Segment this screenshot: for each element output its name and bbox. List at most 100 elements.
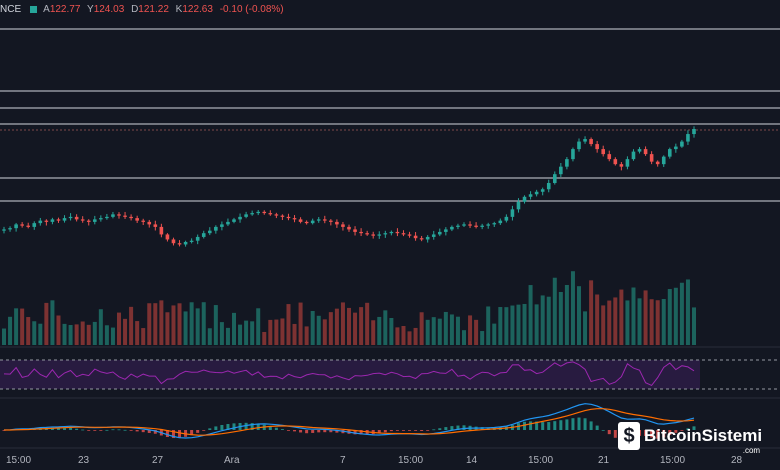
- time-axis-label: Ara: [224, 455, 240, 466]
- macd-histogram-bar: [280, 429, 284, 430]
- volume-bar: [643, 290, 648, 345]
- macd-histogram-bar: [401, 430, 405, 431]
- volume-bar: [365, 302, 370, 345]
- volume-bar: [104, 325, 109, 345]
- macd-histogram-bar: [662, 430, 666, 438]
- time-axis-label: 15:00: [398, 455, 424, 466]
- volume-bar: [165, 312, 170, 345]
- candle-body: [437, 231, 442, 235]
- volume-bar: [607, 300, 612, 345]
- volume-bar: [2, 328, 6, 345]
- volume-bar: [56, 315, 61, 345]
- candle-body: [413, 235, 418, 239]
- volume-bar: [86, 324, 91, 345]
- candle-body: [661, 156, 666, 165]
- candle-body: [117, 214, 121, 216]
- volume-bar: [359, 307, 364, 345]
- macd-histogram-bar: [123, 429, 127, 431]
- volume-bar: [655, 300, 660, 345]
- candle-body: [201, 233, 206, 237]
- candle-body: [20, 224, 24, 226]
- candle-body: [498, 220, 503, 224]
- candle-body: [14, 224, 18, 229]
- volume-bar: [232, 312, 236, 345]
- watermark-suffix: .com: [742, 446, 761, 455]
- candle-body: [32, 223, 37, 227]
- volume-bar: [437, 318, 442, 345]
- candle-body: [456, 225, 460, 227]
- volume-bar: [570, 271, 575, 345]
- candle-body: [613, 159, 618, 165]
- candle-body: [292, 218, 297, 220]
- candle-body: [38, 220, 43, 224]
- candle-body: [425, 236, 430, 240]
- volume-bar: [280, 318, 285, 345]
- volume-bar: [80, 321, 85, 345]
- macd-histogram-bar: [486, 427, 490, 430]
- volume-bar: [619, 289, 624, 345]
- candle-body: [444, 229, 448, 232]
- macd-histogram-bar: [438, 428, 442, 430]
- time-axis-label: 15:00: [6, 455, 32, 466]
- macd-histogram-bar: [286, 430, 290, 431]
- volume-bar: [679, 282, 684, 345]
- macd-histogram-bar: [196, 430, 200, 433]
- macd-histogram-bar: [268, 426, 272, 430]
- high-label: Y: [87, 4, 94, 15]
- volume-bar: [38, 323, 43, 345]
- rsi-line: [3, 361, 695, 387]
- volume-bar: [395, 327, 400, 345]
- candle-body: [637, 149, 642, 152]
- candle-body: [220, 224, 224, 227]
- macd-histogram-bar: [450, 426, 454, 430]
- volume-bar: [340, 302, 345, 345]
- macd-histogram-bar: [377, 430, 381, 434]
- open-label: A: [43, 4, 50, 15]
- volume-bar: [492, 323, 497, 345]
- macd-histogram-bar: [692, 426, 696, 430]
- signal-line: [4, 408, 695, 436]
- volume-bar: [389, 317, 394, 345]
- volume-bar: [522, 303, 527, 345]
- candle-body: [341, 224, 345, 227]
- volume-bar: [153, 303, 158, 345]
- macd-histogram-bar: [129, 430, 133, 431]
- candle-body: [105, 216, 109, 219]
- candle-body: [62, 218, 67, 221]
- volume-bar: [431, 317, 436, 345]
- macd-histogram-bar: [202, 430, 206, 431]
- candlestick-series: [2, 126, 696, 247]
- candle-body: [159, 226, 164, 235]
- volume-bar: [546, 296, 551, 345]
- candle-body: [540, 189, 545, 192]
- candle-body: [631, 151, 636, 160]
- candle-body: [686, 134, 690, 142]
- macd-histogram-bar: [165, 430, 169, 438]
- macd-histogram-bar: [190, 430, 194, 436]
- candle-body: [171, 239, 176, 244]
- macd-histogram-bar: [329, 430, 333, 433]
- macd-histogram-bar: [426, 430, 430, 431]
- candle-body: [153, 224, 158, 227]
- candle-body: [298, 219, 303, 222]
- macd-histogram-bar: [305, 430, 309, 434]
- macd-histogram-bar: [69, 427, 73, 430]
- high-value: 124.03: [93, 4, 125, 15]
- candle-body: [238, 216, 242, 220]
- volume-bar: [486, 306, 491, 345]
- candle-body: [26, 225, 31, 227]
- candle-body: [86, 220, 91, 222]
- macd-histogram-bar: [414, 430, 418, 431]
- macd-histogram-bar: [81, 429, 85, 431]
- time-axis-label: 23: [78, 455, 90, 466]
- time-axis-label: 15:00: [528, 455, 554, 466]
- volume-bar: [649, 299, 654, 345]
- macd-histogram-bar: [323, 430, 327, 433]
- change-value: -0.10 (-0.08%): [219, 4, 284, 15]
- dollar-logo-icon: $: [618, 422, 640, 450]
- candle-body: [304, 221, 309, 224]
- candle-body: [268, 213, 273, 215]
- volume-bar: [558, 291, 563, 345]
- candle-body: [165, 234, 170, 240]
